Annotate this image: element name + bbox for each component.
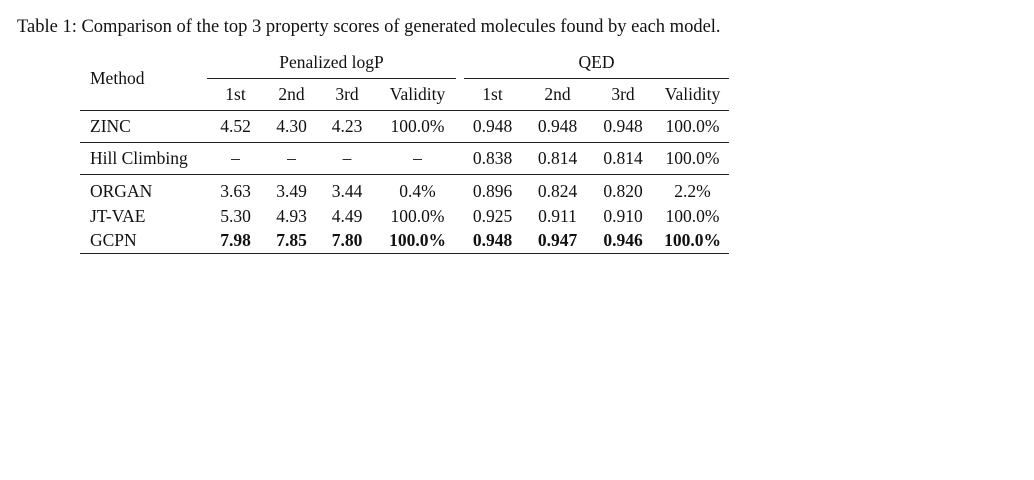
value-cell: 0.946 [590, 228, 656, 254]
subcolumn-header-row: 1st 2nd 3rd Validity 1st 2nd 3rd Validit… [80, 78, 730, 111]
value-cell: 5.30 [220, 206, 251, 226]
value-cell: 0.948 [590, 110, 656, 143]
results-table: Method Penalized logP QED 1st 2nd 3rd Va… [80, 46, 730, 254]
method-header: Method [80, 46, 207, 111]
col-header: 2nd [264, 78, 319, 111]
group-header-qed: QED [455, 46, 730, 79]
value-cell: 0.911 [538, 206, 577, 226]
group-header-penalized-logp: Penalized logP [207, 46, 460, 79]
table-row: JT-VAE 5.30 4.93 4.49 100.0% 0.925 0.911… [80, 205, 729, 228]
value-cell: – [319, 142, 375, 175]
value-cell: – [264, 142, 319, 175]
table-row: ORGAN 3.63 3.49 3.44 0.4% 0.896 0.824 0.… [80, 175, 729, 206]
value-cell: 7.80 [319, 228, 375, 254]
col-header: Validity [656, 78, 730, 111]
value-cell: 100.0% [665, 206, 720, 226]
value-cell: 0.896 [472, 180, 513, 201]
col-header: Validity [375, 78, 460, 111]
table-row: ZINC 4.52 4.30 4.23 100.0% 0.948 0.948 0… [80, 110, 730, 143]
group-header-row: Method Penalized logP QED [80, 46, 730, 111]
value-cell: – [375, 142, 460, 175]
value-cell: 3.44 [331, 180, 363, 201]
value-cell: 0.824 [537, 180, 578, 201]
value-cell: 4.93 [276, 206, 307, 226]
value-cell: 0.820 [603, 180, 643, 201]
value-cell: 0.948 [525, 110, 590, 143]
value-cell: 7.98 [207, 228, 264, 254]
value-cell: 3.63 [220, 180, 251, 201]
value-cell: 100.0% [375, 110, 460, 143]
col-header: 1st [207, 78, 264, 111]
col-header: 3rd [590, 78, 656, 111]
value-cell: 4.30 [264, 110, 319, 143]
method-cell: JT-VAE [90, 206, 146, 226]
value-cell: 0.910 [603, 206, 643, 226]
value-cell: 3.49 [276, 180, 307, 201]
value-cell: 4.49 [331, 206, 363, 226]
col-header: 3rd [319, 78, 375, 111]
value-cell: 7.85 [264, 228, 319, 254]
value-cell: 4.52 [207, 110, 264, 143]
table-row-best: GCPN 7.98 7.85 7.80 100.0% 0.948 0.947 0… [80, 228, 730, 254]
value-cell: 100.0% [656, 110, 730, 143]
value-cell: 0.838 [460, 142, 525, 175]
value-cell: 0.814 [590, 142, 656, 175]
method-cell: ZINC [80, 110, 207, 143]
value-cell: 100.0% [390, 206, 445, 226]
value-cell: 100.0% [375, 228, 460, 254]
value-cell: 0.948 [460, 110, 525, 143]
value-cell: 0.814 [525, 142, 590, 175]
method-cell: ORGAN [90, 180, 153, 201]
value-cell: 2.2% [674, 180, 711, 201]
value-cell: 0.4% [399, 180, 436, 201]
value-cell: 0.947 [525, 228, 590, 254]
table-row: Hill Climbing – – – – 0.838 0.814 0.814 … [80, 142, 730, 175]
table-caption: Table 1: Comparison of the top 3 propert… [17, 17, 721, 37]
col-header: 1st [460, 78, 525, 111]
value-cell: 0.925 [472, 206, 513, 226]
value-cell: 100.0% [656, 142, 730, 175]
method-cell: Hill Climbing [80, 142, 207, 175]
value-cell: 100.0% [656, 228, 730, 254]
value-cell: 0.948 [460, 228, 525, 254]
value-cell: 4.23 [319, 110, 375, 143]
col-header: 2nd [525, 78, 590, 111]
value-cell: – [207, 142, 264, 175]
method-cell: GCPN [80, 228, 207, 254]
